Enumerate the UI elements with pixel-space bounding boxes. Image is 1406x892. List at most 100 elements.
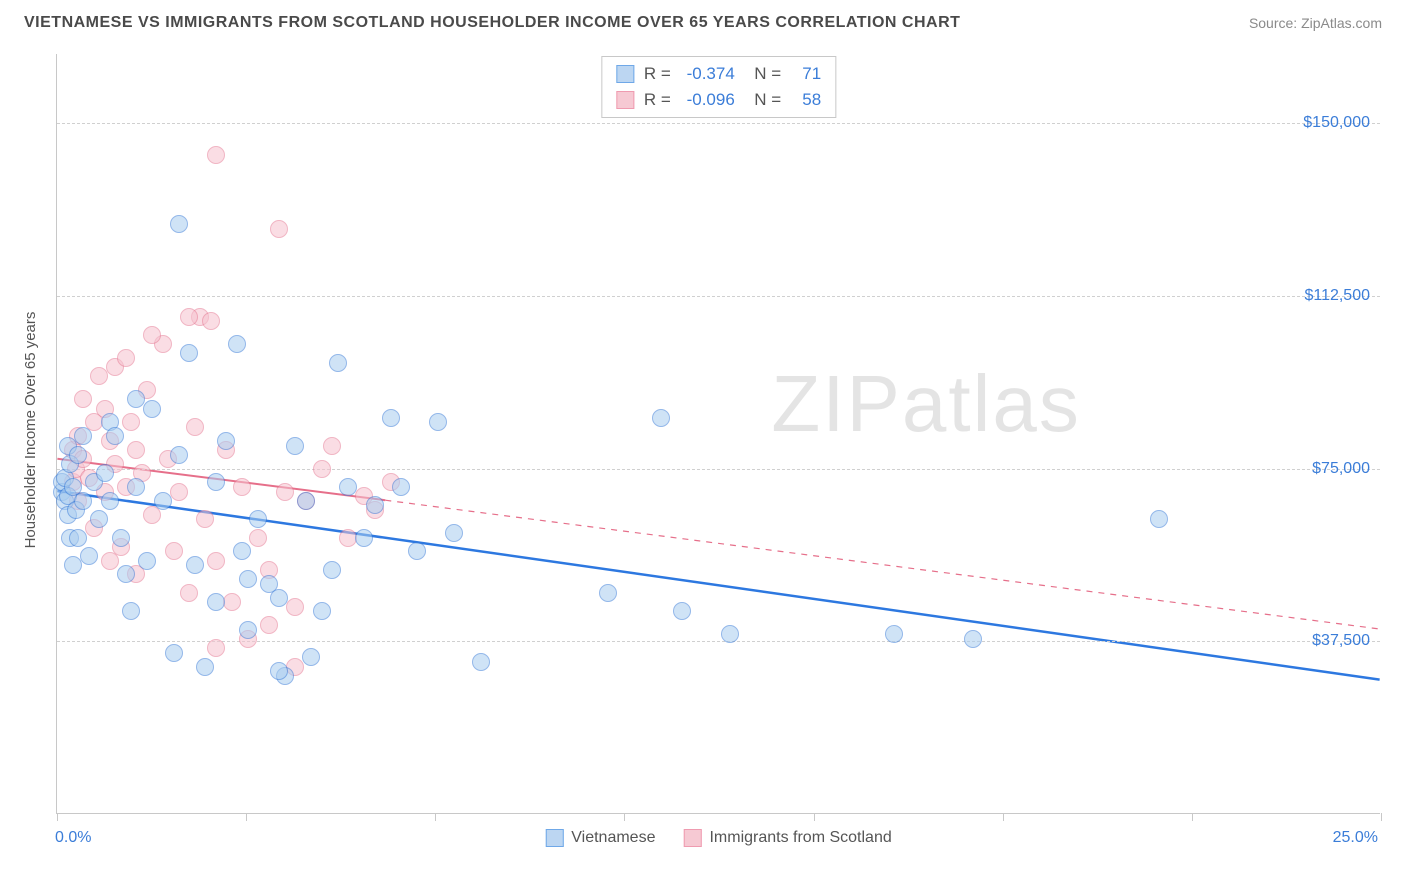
legend-swatch-vietnamese bbox=[545, 829, 563, 847]
data-point bbox=[339, 478, 357, 496]
data-point bbox=[106, 427, 124, 445]
data-point bbox=[69, 529, 87, 547]
stat-n-label: N = bbox=[745, 61, 781, 87]
data-point bbox=[122, 602, 140, 620]
stats-row-vietnamese: R = -0.374 N = 71 bbox=[616, 61, 821, 87]
data-point bbox=[170, 446, 188, 464]
data-point bbox=[74, 492, 92, 510]
data-point bbox=[233, 542, 251, 560]
source-label: Source: ZipAtlas.com bbox=[1249, 15, 1382, 31]
data-point bbox=[721, 625, 739, 643]
data-point bbox=[196, 658, 214, 676]
data-point bbox=[165, 542, 183, 560]
data-point bbox=[117, 349, 135, 367]
data-point bbox=[270, 220, 288, 238]
data-point bbox=[101, 492, 119, 510]
data-point bbox=[186, 418, 204, 436]
data-point bbox=[64, 556, 82, 574]
stats-row-scotland: R = -0.096 N = 58 bbox=[616, 87, 821, 113]
y-axis-title: Householder Income Over 65 years bbox=[22, 312, 39, 549]
data-point bbox=[408, 542, 426, 560]
data-point bbox=[392, 478, 410, 496]
data-point bbox=[964, 630, 982, 648]
data-point bbox=[207, 473, 225, 491]
y-tick-label: $150,000 bbox=[1303, 114, 1370, 132]
data-point bbox=[1150, 510, 1168, 528]
x-axis-min-label: 0.0% bbox=[55, 829, 91, 847]
data-point bbox=[323, 561, 341, 579]
y-tick-label: $112,500 bbox=[1304, 287, 1370, 305]
data-point bbox=[90, 510, 108, 528]
data-point bbox=[80, 547, 98, 565]
data-point bbox=[122, 413, 140, 431]
stat-n-label: N = bbox=[745, 87, 781, 113]
data-point bbox=[286, 598, 304, 616]
data-point bbox=[165, 644, 183, 662]
watermark: ZIPatlas bbox=[771, 358, 1080, 450]
data-point bbox=[302, 648, 320, 666]
trend-lines bbox=[57, 54, 1380, 813]
grid-line bbox=[57, 123, 1380, 124]
stat-r-value-1: -0.096 bbox=[681, 87, 735, 113]
legend-swatch-scotland bbox=[683, 829, 701, 847]
data-point bbox=[472, 653, 490, 671]
data-point bbox=[207, 552, 225, 570]
data-point bbox=[223, 593, 241, 611]
data-point bbox=[138, 552, 156, 570]
legend-label-scotland: Immigrants from Scotland bbox=[709, 829, 891, 847]
data-point bbox=[276, 483, 294, 501]
data-point bbox=[297, 492, 315, 510]
x-tick bbox=[246, 813, 247, 821]
swatch-vietnamese bbox=[616, 65, 634, 83]
data-point bbox=[180, 344, 198, 362]
x-tick bbox=[1003, 813, 1004, 821]
x-tick bbox=[624, 813, 625, 821]
legend: Vietnamese Immigrants from Scotland bbox=[545, 829, 891, 847]
data-point bbox=[329, 354, 347, 372]
data-point bbox=[313, 460, 331, 478]
data-point bbox=[445, 524, 463, 542]
data-point bbox=[652, 409, 670, 427]
data-point bbox=[170, 483, 188, 501]
x-axis-max-label: 25.0% bbox=[1333, 829, 1378, 847]
data-point bbox=[382, 409, 400, 427]
swatch-scotland bbox=[616, 91, 634, 109]
data-point bbox=[599, 584, 617, 602]
data-point bbox=[207, 146, 225, 164]
y-tick-label: $37,500 bbox=[1312, 632, 1370, 650]
stats-box: R = -0.374 N = 71 R = -0.096 N = 58 bbox=[601, 56, 836, 118]
chart-title: VIETNAMESE VS IMMIGRANTS FROM SCOTLAND H… bbox=[24, 14, 960, 32]
data-point bbox=[186, 556, 204, 574]
data-point bbox=[249, 510, 267, 528]
data-point bbox=[127, 441, 145, 459]
data-point bbox=[180, 584, 198, 602]
legend-item-scotland: Immigrants from Scotland bbox=[683, 829, 891, 847]
grid-line bbox=[57, 469, 1380, 470]
x-tick bbox=[814, 813, 815, 821]
data-point bbox=[228, 335, 246, 353]
grid-line bbox=[57, 296, 1380, 297]
data-point bbox=[239, 570, 257, 588]
data-point bbox=[74, 390, 92, 408]
data-point bbox=[170, 215, 188, 233]
data-point bbox=[286, 437, 304, 455]
x-tick bbox=[1192, 813, 1193, 821]
data-point bbox=[180, 308, 198, 326]
data-point bbox=[196, 510, 214, 528]
stat-n-value-0: 71 bbox=[791, 61, 821, 87]
data-point bbox=[313, 602, 331, 620]
data-point bbox=[885, 625, 903, 643]
data-point bbox=[207, 639, 225, 657]
data-point bbox=[270, 589, 288, 607]
legend-item-vietnamese: Vietnamese bbox=[545, 829, 655, 847]
data-point bbox=[207, 593, 225, 611]
data-point bbox=[217, 432, 235, 450]
data-point bbox=[127, 478, 145, 496]
plot-area: ZIPatlas R = -0.374 N = 71 R = -0.096 N … bbox=[56, 54, 1380, 814]
data-point bbox=[323, 437, 341, 455]
data-point bbox=[69, 446, 87, 464]
data-point bbox=[260, 616, 278, 634]
data-point bbox=[239, 621, 257, 639]
data-point bbox=[143, 400, 161, 418]
data-point bbox=[154, 492, 172, 510]
